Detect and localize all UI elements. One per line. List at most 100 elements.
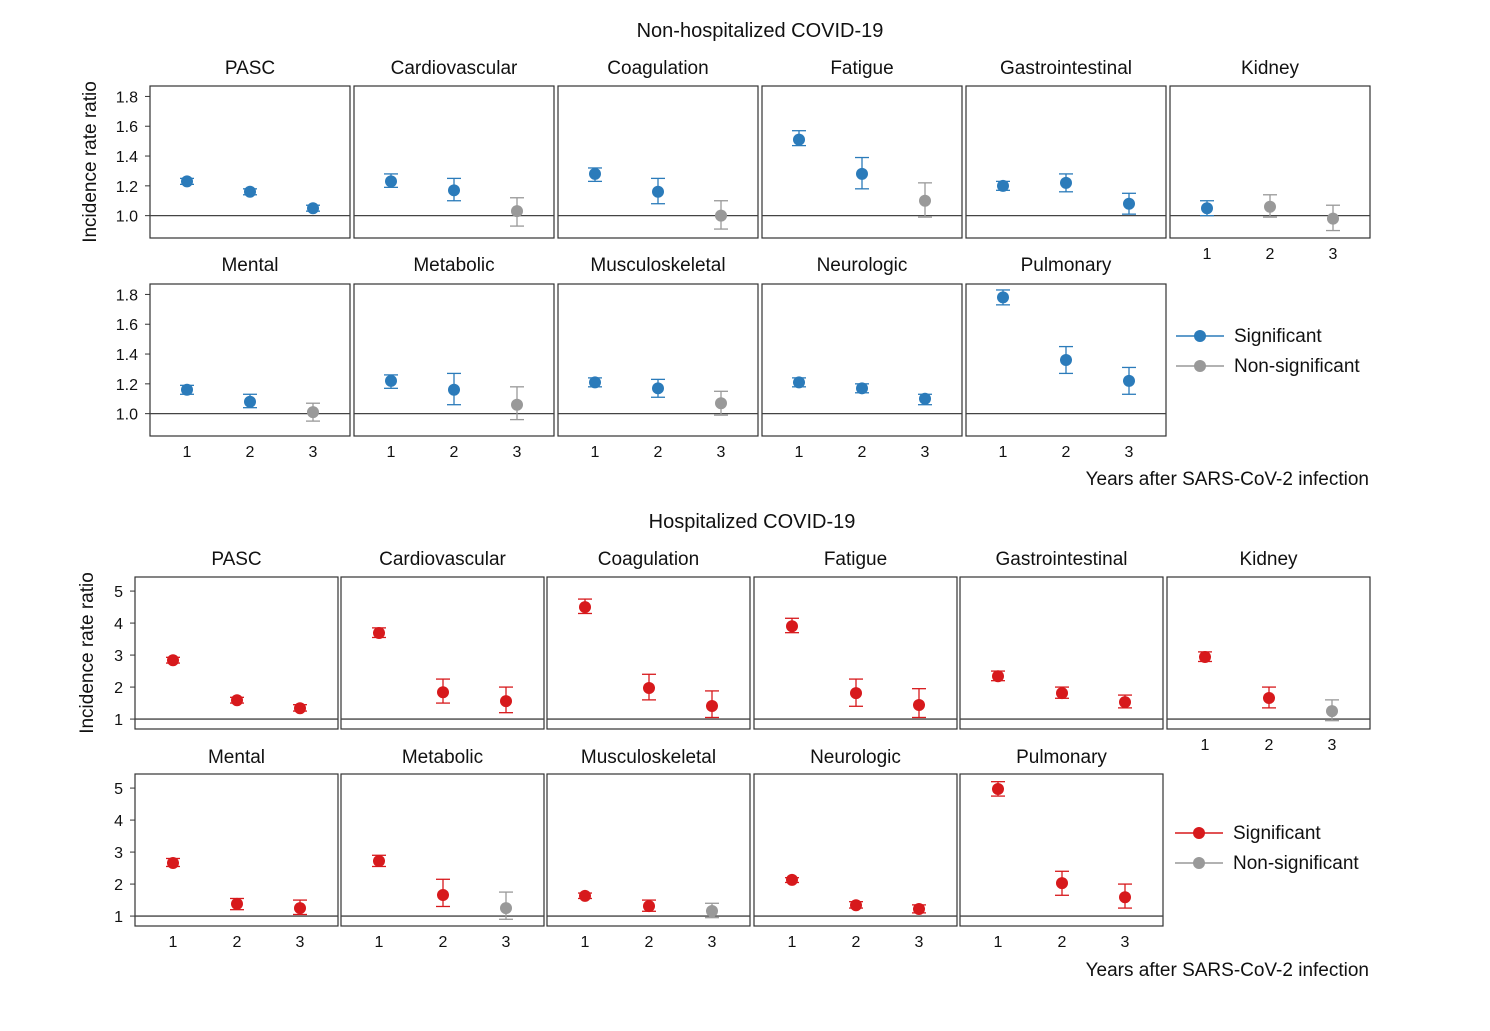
panel-frame bbox=[149, 283, 351, 437]
panel-frame bbox=[546, 576, 751, 730]
panel-fatigue: Fatigue bbox=[753, 549, 958, 730]
panel-title: Kidney bbox=[1239, 549, 1298, 570]
data-point bbox=[1122, 192, 1136, 215]
x-tick-label: 3 bbox=[296, 934, 305, 951]
panel-title: Fatigue bbox=[824, 549, 887, 570]
point-marker bbox=[511, 205, 523, 218]
point-marker bbox=[385, 374, 397, 387]
x-tick-label: 1 bbox=[591, 444, 600, 461]
x-tick-label: 3 bbox=[1125, 444, 1134, 461]
y-tick-label: 1.4 bbox=[116, 347, 138, 364]
data-point bbox=[1059, 345, 1073, 375]
x-tick-label: 1 bbox=[387, 444, 396, 461]
data-point bbox=[918, 182, 932, 218]
point-marker bbox=[856, 382, 868, 395]
y-tick-label: 3 bbox=[114, 648, 123, 665]
data-point bbox=[243, 185, 257, 198]
data-point bbox=[384, 173, 398, 188]
panel-frame bbox=[134, 576, 339, 730]
y-tick-label: 4 bbox=[114, 813, 123, 830]
x-tick-label: 1 bbox=[581, 934, 590, 951]
data-point bbox=[849, 678, 863, 707]
x-tick-label: 1 bbox=[1201, 737, 1210, 754]
panel-mental: Mental 1 2 3 4 5 1 2 3 bbox=[114, 747, 339, 951]
data-point bbox=[436, 678, 450, 704]
point-marker bbox=[500, 902, 512, 915]
x-tick-label: 2 bbox=[1266, 246, 1275, 263]
legend-marker bbox=[1194, 360, 1206, 372]
x-tick-label: 3 bbox=[1328, 737, 1337, 754]
data-point bbox=[372, 627, 386, 639]
data-point bbox=[918, 392, 932, 406]
x-tick-label: 2 bbox=[858, 444, 867, 461]
y-tick-label: 5 bbox=[114, 781, 123, 798]
x-tick-label: 3 bbox=[708, 934, 717, 951]
x-tick-label: 3 bbox=[1121, 934, 1130, 951]
panel-coagulation: Coagulation bbox=[546, 549, 751, 730]
data-point bbox=[642, 673, 656, 701]
point-marker bbox=[500, 695, 512, 708]
point-marker bbox=[919, 194, 931, 207]
data-point bbox=[792, 376, 806, 389]
x-tick-label: 2 bbox=[246, 444, 255, 461]
data-point bbox=[180, 383, 194, 396]
point-marker bbox=[850, 687, 862, 700]
point-marker bbox=[294, 702, 306, 715]
point-marker bbox=[997, 179, 1009, 192]
x-tick-label: 3 bbox=[921, 444, 930, 461]
data-point bbox=[243, 393, 257, 409]
point-marker bbox=[589, 376, 601, 389]
point-marker bbox=[1263, 691, 1275, 704]
data-point bbox=[912, 903, 926, 916]
legend-label: Non-significant bbox=[1234, 356, 1360, 377]
panel-frame bbox=[965, 85, 1167, 239]
panel-cardiovascular: Cardiovascular bbox=[340, 549, 545, 730]
panel-gastrointestinal: Gastrointestinal bbox=[959, 549, 1164, 730]
panel-frame bbox=[959, 576, 1164, 730]
non-hospitalized-figure: Non-hospitalized COVID-19 Incidence rate … bbox=[80, 20, 1371, 490]
data-point bbox=[510, 386, 524, 421]
point-marker bbox=[231, 897, 243, 910]
x-tick-label: 1 bbox=[183, 444, 192, 461]
x-tick-label: 2 bbox=[439, 934, 448, 951]
data-point bbox=[1055, 686, 1069, 700]
point-marker bbox=[706, 904, 718, 917]
point-marker bbox=[231, 694, 243, 707]
panel-metabolic: Metabolic 1 2 3 bbox=[340, 747, 545, 951]
point-marker bbox=[437, 888, 449, 901]
y-axis-label: Incidence rate ratio bbox=[80, 81, 101, 243]
hospitalized-figure: Hospitalized COVID-19 Incidence rate rati… bbox=[77, 511, 1371, 981]
x-axis-label: Years after SARS-CoV-2 infection bbox=[1086, 469, 1369, 490]
point-marker bbox=[589, 167, 601, 180]
panel-kidney: Kidney 1 2 3 bbox=[1169, 58, 1371, 263]
data-point bbox=[1262, 686, 1276, 709]
data-point bbox=[912, 688, 926, 719]
y-tick-label: 1.6 bbox=[116, 119, 138, 136]
panel-title: Mental bbox=[221, 255, 278, 276]
data-point bbox=[230, 694, 244, 707]
y-tick-label: 2 bbox=[114, 877, 123, 894]
panel-title: Pulmonary bbox=[1016, 747, 1107, 768]
point-marker bbox=[793, 133, 805, 146]
panel-pulmonary: Pulmonary 1 2 3 bbox=[965, 255, 1167, 461]
data-point bbox=[1118, 694, 1132, 709]
point-marker bbox=[448, 184, 460, 197]
y-tick-label: 5 bbox=[114, 584, 123, 601]
x-tick-label: 1 bbox=[375, 934, 384, 951]
panel-gastrointestinal: Gastrointestinal bbox=[965, 58, 1167, 239]
point-marker bbox=[1123, 197, 1135, 210]
data-point bbox=[166, 856, 180, 869]
data-point bbox=[499, 686, 513, 714]
point-marker bbox=[385, 175, 397, 188]
x-tick-label: 3 bbox=[717, 444, 726, 461]
point-marker bbox=[307, 406, 319, 419]
x-tick-label: 1 bbox=[999, 444, 1008, 461]
legend-label: Significant bbox=[1233, 823, 1321, 844]
x-tick-label: 1 bbox=[795, 444, 804, 461]
x-tick-label: 1 bbox=[1203, 246, 1212, 263]
data-point bbox=[991, 670, 1005, 683]
data-point bbox=[1055, 870, 1069, 896]
point-marker bbox=[1199, 651, 1211, 663]
data-point bbox=[1263, 194, 1277, 218]
point-marker bbox=[715, 397, 727, 410]
